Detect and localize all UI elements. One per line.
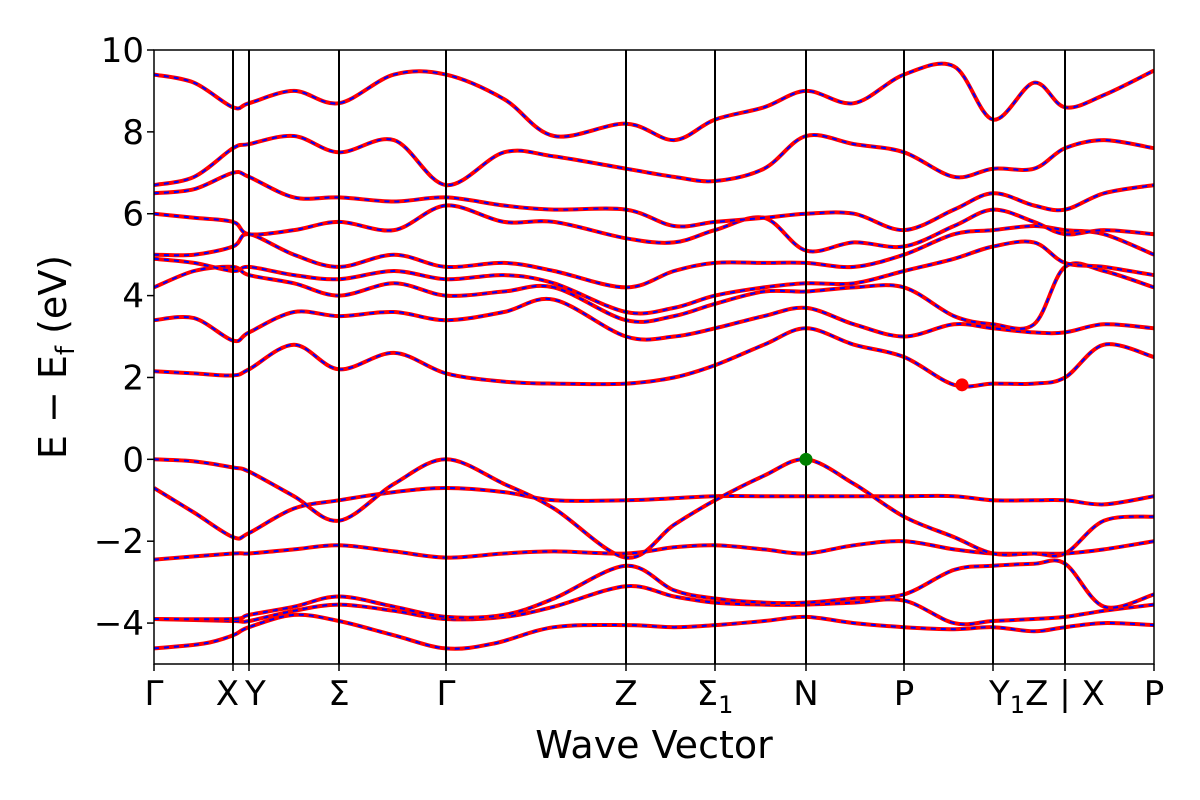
band-7-overlay (154, 297, 1154, 343)
y-ticks: 10 8 6 4 2 0 −2 −4 (94, 31, 154, 644)
y-tick-label-6: −2 (94, 522, 144, 562)
y-tick-label-0: 10 (101, 31, 144, 71)
x-tick-label-11: P (1144, 674, 1165, 714)
x-ticks: Γ X Y Σ Γ Z Σ1 N P Y1 Z | X P (145, 664, 1165, 719)
bands-layer (154, 61, 1154, 651)
band-1-overlay (154, 585, 1154, 626)
band-6-line (154, 326, 1154, 389)
x-tick-label-10: Z | X (1025, 674, 1105, 714)
band-5-overlay (154, 458, 1154, 559)
x-tick-label-7: N (793, 674, 818, 714)
band-14-overlay (154, 62, 1154, 142)
x-tick-label-0: Γ (145, 674, 164, 714)
band-13-line (154, 133, 1154, 188)
band-2-overlay (154, 559, 1154, 621)
band-12-line (154, 170, 1154, 233)
y-tick-label-2: 6 (122, 195, 144, 235)
plot-frame (153, 49, 1155, 665)
marker-vbm (799, 452, 813, 466)
band-9-overlay (154, 240, 1154, 315)
y-tick-label-7: −4 (94, 604, 144, 644)
y-tick-label-4: 2 (122, 358, 144, 398)
band-11-overlay (154, 204, 1154, 253)
band-4-line (154, 486, 1154, 541)
x-tick-label-1: X (216, 674, 239, 714)
x-tick-label-5: Z (614, 674, 637, 714)
x-tick-label-2: Y (244, 674, 266, 714)
x-axis-label: Wave Vector (535, 723, 773, 767)
band-8-overlay (154, 262, 1154, 330)
x-tick-label-9: Y1 (988, 674, 1025, 719)
band-14-line (154, 61, 1154, 143)
band-8-line (154, 261, 1154, 331)
y-tick-label-5: 0 (122, 440, 144, 480)
band-0-overlay (154, 613, 1154, 650)
x-tick-label-3: Σ (328, 674, 349, 714)
band-12-overlay (154, 171, 1154, 232)
y-axis-label-main: E − E (31, 355, 75, 459)
high-symmetry-lines (232, 50, 1066, 664)
x-tick-label-4: Γ (437, 674, 456, 714)
band-10-overlay (154, 224, 1154, 289)
x-tick-label-6: Σ1 (697, 674, 734, 719)
y-axis-label-unit: (eV) (31, 255, 75, 346)
y-axis-label: E − Ef (eV) (31, 255, 81, 459)
marker-cbm (955, 378, 969, 392)
y-axis-label-sub: f (51, 345, 81, 355)
band-6-overlay (154, 327, 1154, 388)
band-4-overlay (154, 486, 1154, 540)
y-tick-label-1: 8 (122, 113, 144, 153)
x-tick-label-8: P (894, 674, 915, 714)
band-13-overlay (154, 134, 1154, 187)
markers-layer (799, 378, 969, 466)
y-tick-label-3: 4 (122, 277, 144, 317)
